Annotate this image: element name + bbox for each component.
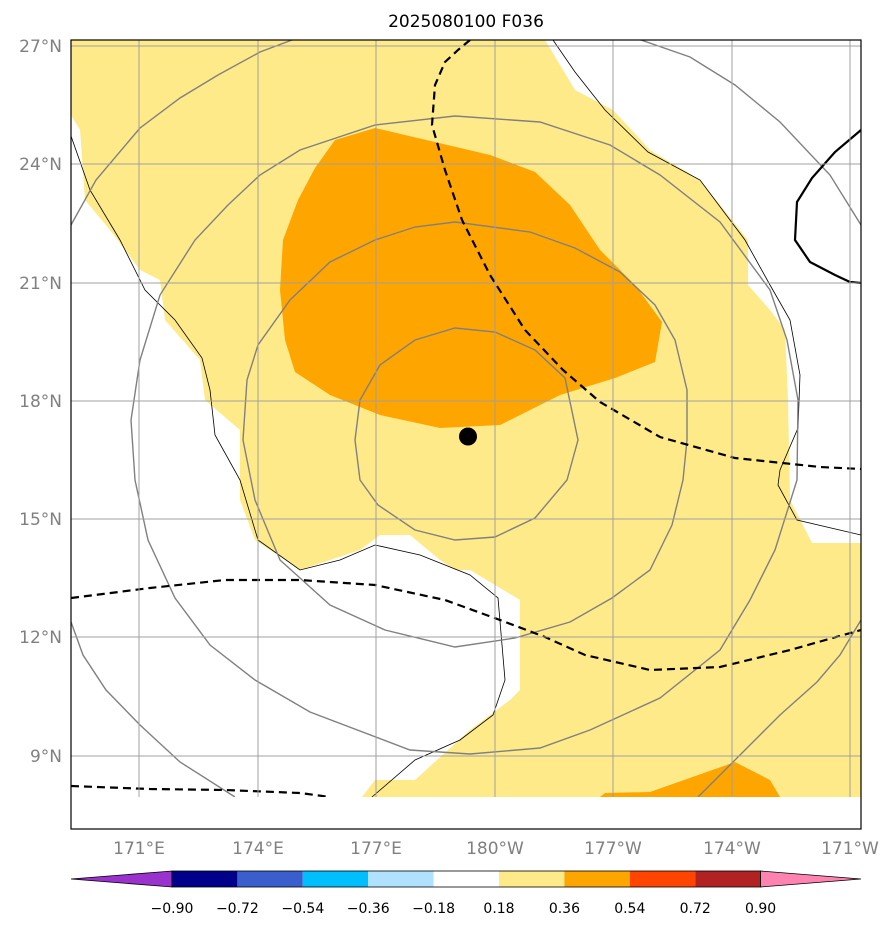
map-plot-area [71, 40, 861, 829]
lon-tick-label: 177°E [350, 839, 402, 859]
lon-tick-label: 171°W [821, 839, 879, 859]
colorbar-outline [171, 870, 761, 888]
gray-contours [71, 40, 861, 798]
lat-tick-labels: 27°N 24°N 21°N 18°N 15°N 12°N 9°N [19, 37, 62, 767]
contour-third [130, 115, 799, 755]
colorbar-segment [564, 871, 630, 887]
shaded-region-orange-south [600, 762, 780, 797]
colorbar-tick-label: 0.90 [745, 901, 776, 917]
colorbar-tick-label: −0.72 [216, 901, 259, 917]
lon-tick-label: 177°W [584, 839, 642, 859]
graticule [71, 40, 861, 829]
map-frame [70, 39, 862, 830]
colorbar-tick-label: −0.90 [151, 901, 194, 917]
colorbar-segment [302, 871, 369, 887]
lat-tick-label: 18°N [19, 392, 62, 412]
lat-tick-label: 21°N [19, 274, 62, 294]
lon-tick-label: 174°E [232, 839, 284, 859]
colorbar-segment [172, 871, 238, 887]
contour-second [242, 221, 688, 648]
colorbar-tick-label: −0.54 [281, 901, 324, 917]
lat-tick-label: 9°N [30, 747, 62, 767]
colorbar-tick-label: 0.72 [680, 901, 711, 917]
coastlines [71, 40, 861, 798]
colorbar-tick-label: 0.18 [483, 901, 514, 917]
colorbar-segment [695, 871, 761, 887]
colorbar-tick-label: 0.54 [614, 901, 645, 917]
lat-tick-label: 12°N [19, 628, 62, 648]
colorbar-segment [629, 871, 696, 887]
no-data-band [71, 797, 861, 829]
contour-outer [71, 40, 861, 798]
lon-tick-label: 180°W [466, 839, 524, 859]
colorbar-segment [237, 871, 303, 887]
colorbar-tick-label: −0.36 [347, 901, 390, 917]
lat-tick-label: 27°N [19, 37, 62, 57]
contour-inner [354, 327, 579, 541]
figure-title: 2025080100 F036 [388, 12, 544, 32]
lon-tick-label: 174°W [703, 839, 761, 859]
lat-tick-label: 24°N [19, 155, 62, 175]
colorbar-extend-left [70, 870, 173, 888]
colorbar-segment [368, 871, 434, 887]
colorbar-tick-labels: −0.90 −0.72 −0.54 −0.36 −0.18 0.18 0.36 … [151, 901, 777, 917]
storm-center-marker [459, 427, 477, 446]
colorbar-tick-label: 0.36 [549, 901, 580, 917]
lon-tick-label: 171°E [113, 839, 165, 859]
colorbar-segment [433, 871, 499, 887]
lon-tick-labels: 171°E 174°E 177°E 180°W 177°W 174°W 171°… [113, 839, 879, 859]
colorbar-tick-label: −0.18 [412, 901, 455, 917]
colorbar-segment [499, 871, 565, 887]
colorbar-extend-right [760, 870, 862, 888]
solid-contour [793, 129, 861, 285]
colorbar: −0.90 −0.72 −0.54 −0.36 −0.18 0.18 0.36 … [70, 870, 862, 917]
dashed-contours [71, 40, 861, 799]
lat-tick-label: 15°N [19, 510, 62, 530]
